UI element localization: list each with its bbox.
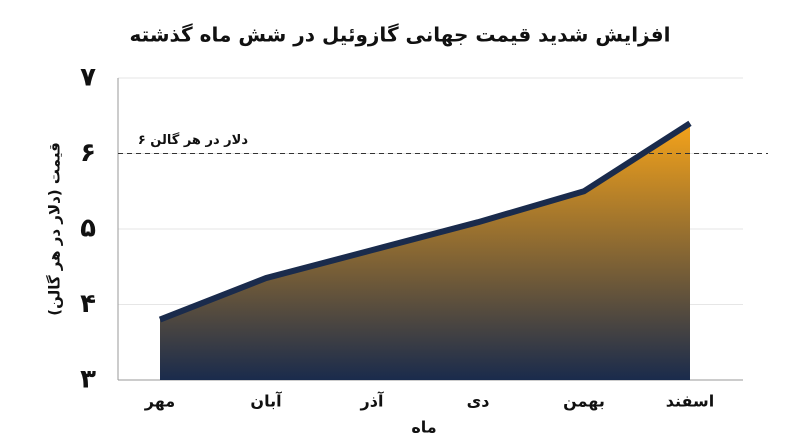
chart-title: افزایش شدید قیمت جهانی گازوئیل در شش ماه… — [130, 23, 671, 47]
x-tick-label: مهر — [144, 392, 175, 411]
x-tick-label: آذر — [360, 391, 384, 411]
x-axis-label: ماه — [411, 418, 436, 437]
x-tick-label: دی — [467, 392, 490, 411]
y-axis-label: قیمت (دلار در هر گالن) — [46, 142, 64, 316]
x-tick-label: بهمن — [563, 392, 605, 411]
y-tick-label: ۳ — [80, 365, 96, 395]
area — [160, 123, 690, 381]
x-tick-label: آبان — [250, 391, 282, 411]
y-tick-label: ۵ — [80, 214, 96, 244]
y-tick-label: ۴ — [80, 289, 96, 319]
reference-label: ۶ دلار در هر گالن — [138, 132, 248, 148]
x-tick-label: اسفند — [666, 392, 715, 411]
y-tick-label: ۷ — [80, 63, 96, 93]
line — [158, 120, 692, 323]
y-tick-label: ۶ — [80, 138, 96, 168]
